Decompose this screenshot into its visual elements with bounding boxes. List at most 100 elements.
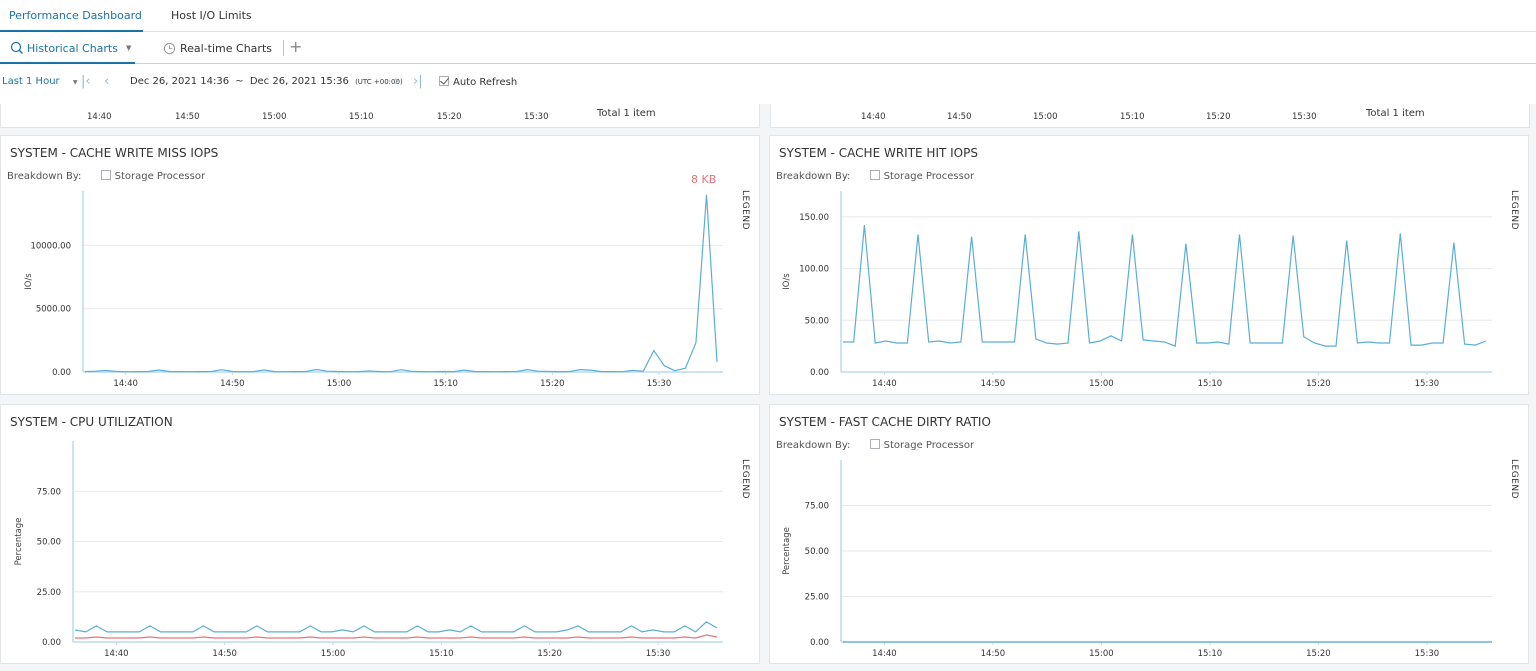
x-tick-label: 15:10	[1120, 112, 1145, 122]
x-tick-label: 15:20	[1206, 112, 1231, 122]
x-tick-label: 15:30	[647, 379, 672, 389]
storage-processor-option[interactable]: Storage Processor	[100, 170, 205, 182]
y-tick-label: 10000.00	[30, 241, 71, 251]
breakdown-label: Breakdown By:	[776, 440, 851, 451]
x-tick-label: 14:40	[113, 379, 138, 389]
x-tick-label: 15:20	[540, 379, 565, 389]
x-tick-label: 14:50	[981, 379, 1006, 389]
io-size-badge: 8 KB	[691, 173, 717, 186]
y-tick-label: 50.00	[37, 538, 61, 548]
storage-processor-option[interactable]: Storage Processor	[869, 439, 975, 451]
series-line	[843, 225, 1487, 347]
tab-performance-dashboard[interactable]: Performance Dashboard	[9, 9, 142, 22]
x-tick-label: 14:50	[947, 112, 972, 122]
tab-divider	[283, 40, 284, 56]
storage-processor-checkbox[interactable]	[869, 439, 880, 449]
total-count: Total 1 item	[597, 108, 656, 119]
auto-refresh-toggle[interactable]: Auto Refresh	[439, 76, 517, 88]
chevron-down-icon[interactable]: ▼	[125, 44, 132, 52]
next-icon[interactable]: ›	[394, 74, 400, 89]
sub-tab-bar: Historical Charts ▼ Real-time Charts +	[0, 32, 1536, 64]
x-tick-label: 15:20	[1306, 379, 1331, 389]
y-tick-label: 100.00	[799, 265, 829, 275]
legend-toggle[interactable]: LEGEND	[740, 190, 750, 231]
x-tick-label: 15:10	[433, 379, 458, 389]
x-tick-label: 15:30	[1415, 649, 1440, 659]
x-tick-label: 14:50	[212, 649, 237, 659]
storage-processor-option[interactable]: Storage Processor	[869, 170, 974, 182]
first-page-icon[interactable]: |‹	[81, 74, 91, 89]
auto-refresh-checkbox[interactable]	[439, 76, 449, 86]
legend-toggle[interactable]: LEGEND	[1509, 190, 1519, 231]
y-tick-label: 0.00	[52, 368, 71, 378]
storage-processor-label: Storage Processor	[883, 440, 975, 451]
x-tick-label: 14:40	[861, 112, 886, 122]
x-tick-label: 15:10	[1198, 649, 1223, 659]
x-tick-label: 15:10	[1198, 379, 1223, 389]
breakdown-control: Breakdown By: Storage Processor	[776, 170, 974, 182]
x-tick-label: 15:00	[1033, 112, 1058, 122]
last-page-icon[interactable]: ›|	[413, 74, 423, 89]
chevron-down-icon: ▼	[72, 79, 78, 86]
x-tick-label: 15:30	[646, 649, 671, 659]
breakdown-control: Breakdown By: Storage Processor	[776, 439, 974, 451]
chart-plot: 0.00 25.00 50.00 75.00 Percentage 14:40 14:50 1…	[782, 460, 1492, 659]
y-tick-label: 5000.00	[36, 305, 71, 315]
legend-toggle[interactable]: LEGEND	[740, 459, 750, 500]
x-tick-label: 15:30	[524, 112, 549, 122]
x-tick-label: 15:10	[349, 112, 374, 122]
storage-processor-checkbox[interactable]	[100, 170, 111, 180]
breakdown-label: Breakdown By:	[776, 171, 851, 182]
x-tick-label: 14:40	[87, 112, 112, 122]
chart-plot: 0.00 25.00 50.00 75.00 Percentage 14:40 14:50 1…	[14, 441, 723, 659]
chart-title: SYSTEM - FAST CACHE DIRTY RATIO	[779, 415, 991, 429]
previous-chart-right-strip: 14:40 14:50 15:00 15:10 15:20 15:30 Total 1 i…	[770, 104, 1530, 128]
y-tick-label: 0.00	[810, 368, 829, 378]
y-tick-label: 50.00	[805, 547, 829, 557]
tab-host-io-limits[interactable]: Host I/O Limits	[171, 9, 252, 22]
search-icon	[10, 41, 23, 54]
tab-realtime-charts-label: Real-time Charts	[180, 41, 272, 55]
storage-processor-checkbox[interactable]	[869, 170, 880, 180]
x-tick-label: 15:20	[1306, 649, 1331, 659]
legend-toggle[interactable]: LEGEND	[1509, 459, 1519, 500]
x-tick-label: 15:20	[537, 649, 562, 659]
x-tick-label: 15:00	[1089, 649, 1114, 659]
y-tick-label: 0.00	[42, 638, 61, 648]
active-subtab-indicator	[0, 62, 135, 64]
active-tab-indicator	[0, 30, 143, 32]
clock-icon	[163, 42, 176, 54]
tab-historical-charts[interactable]: Historical Charts ▼	[10, 32, 131, 64]
x-tick-label: 14:50	[175, 112, 200, 122]
y-tick-label: 75.00	[37, 487, 61, 497]
x-tick-label: 15:00	[1089, 379, 1114, 389]
x-tick-label: 15:00	[327, 379, 352, 389]
y-axis-label: IO/s	[782, 273, 792, 290]
range-separator: ~	[235, 76, 244, 87]
time-range-select[interactable]: Last 1 Hour ▼	[2, 76, 77, 87]
x-tick-label: 15:30	[1292, 112, 1317, 122]
previous-chart-left-strip: 14:40 14:50 15:00 15:10 15:20 15:30 Total 1 i…	[0, 104, 760, 128]
chart-panel-fast-cache-dirty-ratio: SYSTEM - FAST CACHE DIRTY RATIO Breakdow…	[769, 404, 1529, 664]
auto-refresh-label: Auto Refresh	[453, 77, 518, 88]
chart-panel-cache-write-hit-iops: SYSTEM - CACHE WRITE HIT IOPS Breakdown …	[769, 135, 1529, 395]
y-tick-label: 25.00	[805, 593, 829, 603]
end-time: Dec 26, 2021 15:36	[249, 76, 349, 87]
total-count: Total 1 item	[1366, 108, 1425, 119]
time-range-toolbar: Last 1 Hour ▼ |‹ ‹ Dec 26, 2021 14:36 ~ …	[0, 64, 1536, 104]
y-tick-label: 0.00	[810, 638, 829, 648]
x-tick-label: 15:00	[262, 112, 287, 122]
y-tick-label: 25.00	[37, 588, 61, 598]
previous-icon[interactable]: ‹	[104, 74, 110, 89]
y-axis-label: Percentage	[782, 527, 792, 575]
add-tab-icon[interactable]: +	[289, 37, 303, 56]
chart-title: SYSTEM - CPU UTILIZATION	[10, 415, 173, 429]
x-tick-label: 15:10	[429, 649, 454, 659]
y-tick-label: 50.00	[805, 316, 829, 326]
start-time: Dec 26, 2021 14:36	[130, 76, 230, 87]
y-axis-label: IO/s	[24, 273, 34, 290]
tab-realtime-charts[interactable]: Real-time Charts	[163, 32, 272, 64]
x-tick-label: 14:50	[981, 649, 1006, 659]
x-tick-label: 15:00	[321, 649, 346, 659]
tab-historical-charts-label: Historical Charts	[27, 41, 118, 55]
